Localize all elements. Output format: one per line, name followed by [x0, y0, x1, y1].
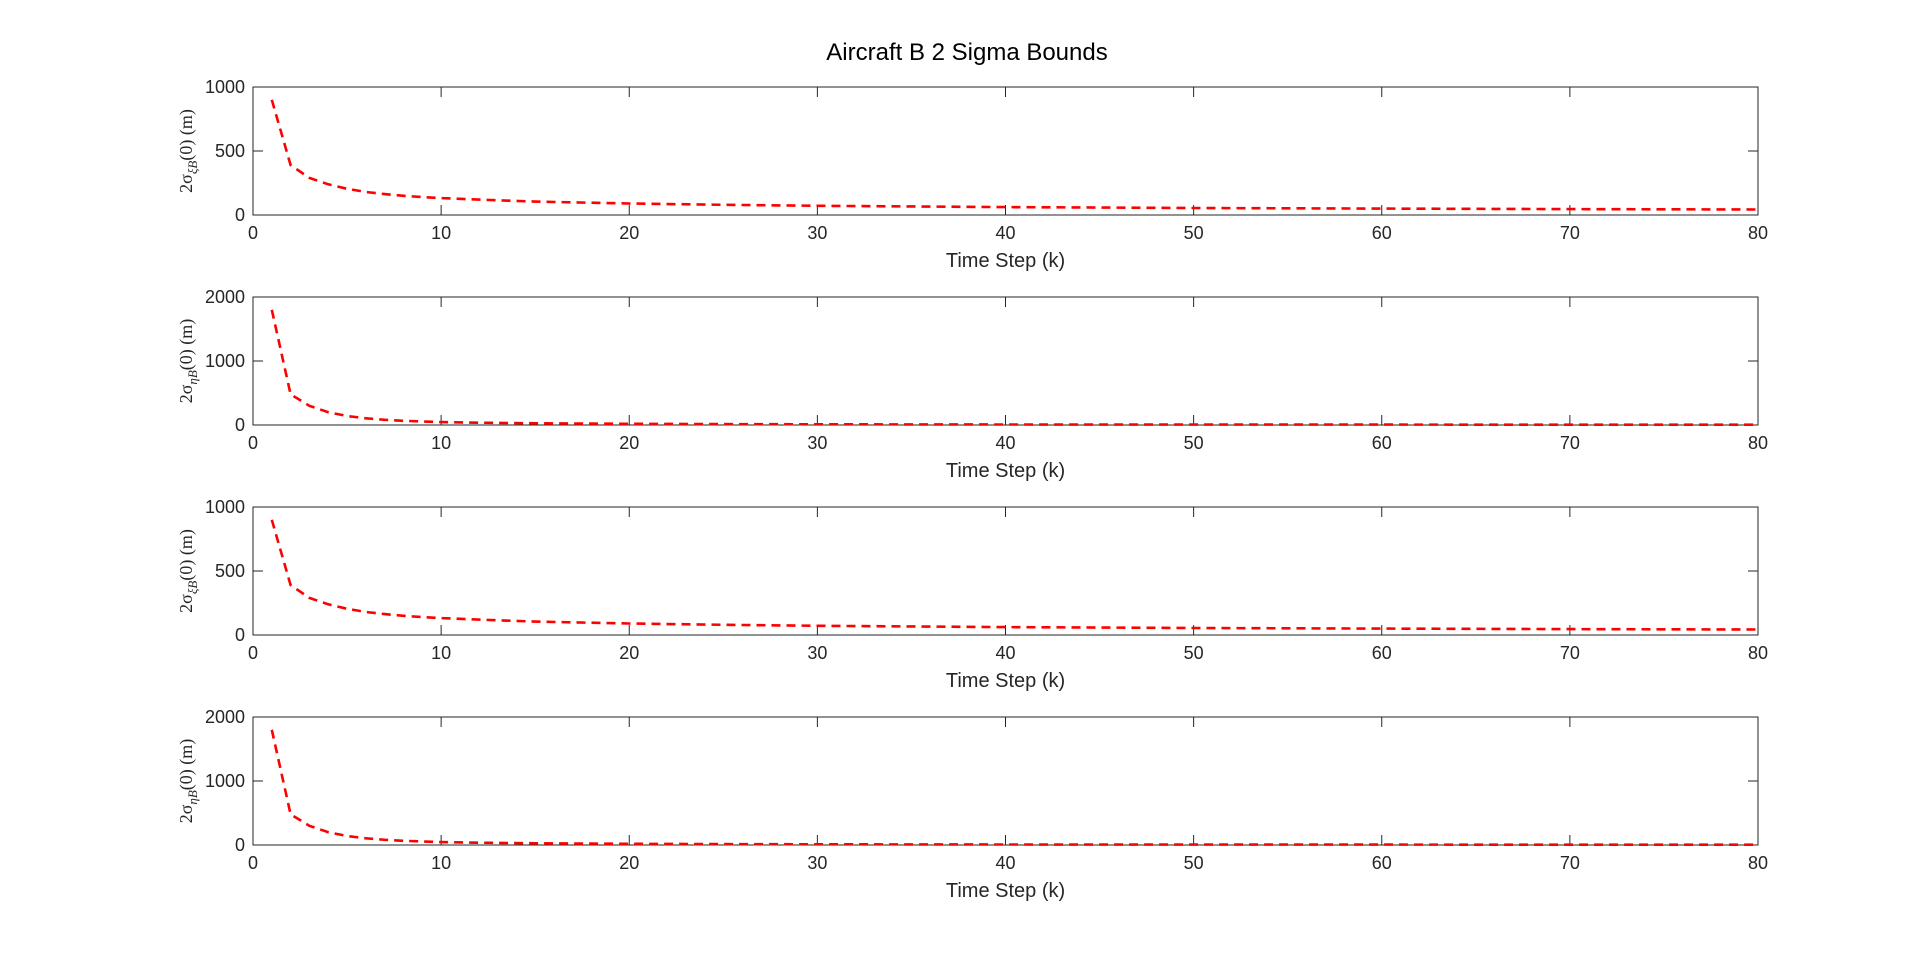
- x-tick-label: 20: [619, 223, 639, 243]
- x-tick-label: 20: [619, 643, 639, 663]
- y-axis-label-base: 2σ: [176, 384, 196, 403]
- y-tick-label: 0: [235, 205, 245, 225]
- x-tick-label: 40: [995, 433, 1015, 453]
- x-tick-label: 50: [1184, 643, 1204, 663]
- y-axis-label-suffix: (0) (m): [176, 109, 197, 160]
- x-tick-label: 10: [431, 223, 451, 243]
- series-line-1: [270, 729, 1758, 846]
- series-line-1: [270, 309, 1758, 426]
- x-tick-label: 30: [807, 643, 827, 663]
- y-tick-label: 500: [215, 141, 245, 161]
- x-tick-label: 80: [1748, 433, 1768, 453]
- series-line-1: [270, 99, 1759, 211]
- x-tick-label: 30: [807, 223, 827, 243]
- y-axis-label: 2σξB(0) (m): [176, 109, 200, 193]
- subplot-3: 0 10 20 30 40 50 60 70 80 0 500 1000 Time Step (k) 2σ…: [176, 497, 1768, 692]
- x-tick-label: 50: [1184, 433, 1204, 453]
- x-tick-label: 0: [248, 853, 258, 873]
- x-tick-label: 60: [1372, 643, 1392, 663]
- y-axis-label-base: 2σ: [176, 594, 196, 613]
- x-tick-label: 80: [1748, 853, 1768, 873]
- x-tick-label: 60: [1372, 223, 1392, 243]
- x-tick-label: 30: [807, 853, 827, 873]
- y-axis-label-suffix: (0) (m): [176, 529, 197, 580]
- y-axis-label-subscript: ηB: [185, 370, 200, 384]
- y-axis-label-subscript: ξB: [185, 161, 200, 175]
- subplot-2: 0 10 20 30 40 50 60 70 80 0 1000 2000 Time Step (k) 2…: [176, 287, 1768, 482]
- y-tick-label: 2000: [205, 707, 245, 727]
- y-axis-label-base: 2σ: [176, 804, 196, 823]
- x-tick-label: 60: [1372, 853, 1392, 873]
- x-axis-label: Time Step (k): [946, 880, 1065, 902]
- x-tick-label: 70: [1560, 643, 1580, 663]
- x-tick-label: 70: [1560, 223, 1580, 243]
- x-tick-label: 80: [1748, 643, 1768, 663]
- y-tick-label: 500: [215, 561, 245, 581]
- y-tick-label: 0: [235, 835, 245, 855]
- y-tick-label: 0: [235, 415, 245, 435]
- x-tick-label: 50: [1184, 853, 1204, 873]
- x-tick-label: 50: [1184, 223, 1204, 243]
- x-tick-label: 10: [431, 433, 451, 453]
- y-tick-label: 2000: [205, 287, 245, 307]
- x-tick-label: 0: [248, 433, 258, 453]
- y-tick-label: 1000: [205, 771, 245, 791]
- x-tick-label: 40: [995, 853, 1015, 873]
- subplot-4: 0 10 20 30 40 50 60 70 80 0 1000 2000 Time Step (k) 2…: [176, 707, 1768, 902]
- x-tick-label: 10: [431, 643, 451, 663]
- x-tick-label: 40: [995, 223, 1015, 243]
- x-tick-label: 20: [619, 433, 639, 453]
- y-axis-label-suffix: (0) (m): [176, 739, 197, 790]
- subplot-1: 0 10 20 30 40 50 60 70 80 0 500 1000 Time Step (k) 2σ…: [176, 77, 1768, 272]
- y-axis-label-base: 2σ: [176, 174, 196, 193]
- x-tick-label: 0: [248, 643, 258, 663]
- x-axis-label: Time Step (k): [946, 250, 1065, 272]
- x-tick-label: 30: [807, 433, 827, 453]
- y-axis-label: 2σηB(0) (m): [176, 319, 200, 404]
- x-tick-label: 10: [431, 853, 451, 873]
- x-tick-label: 20: [619, 853, 639, 873]
- series-line-1: [270, 519, 1759, 631]
- y-axis-label-suffix: (0) (m): [176, 319, 197, 370]
- y-tick-label: 0: [235, 625, 245, 645]
- x-tick-label: 70: [1560, 853, 1580, 873]
- y-tick-label: 1000: [205, 77, 245, 97]
- y-tick-label: 1000: [205, 497, 245, 517]
- figure-title: Aircraft B 2 Sigma Bounds: [826, 39, 1107, 66]
- y-axis-label: 2ση̇B(0) (m): [176, 739, 200, 824]
- x-tick-label: 0: [248, 223, 258, 243]
- y-axis-label-subscript: ξ̇B: [185, 581, 200, 595]
- x-tick-label: 40: [995, 643, 1015, 663]
- x-axis-label: Time Step (k): [946, 670, 1065, 692]
- x-tick-label: 70: [1560, 433, 1580, 453]
- x-tick-label: 60: [1372, 433, 1392, 453]
- y-axis-label-subscript: η̇B: [185, 790, 200, 804]
- x-tick-label: 80: [1748, 223, 1768, 243]
- x-axis-label: Time Step (k): [946, 460, 1065, 482]
- y-tick-label: 1000: [205, 351, 245, 371]
- y-axis-label: 2σξ̇B(0) (m): [176, 529, 200, 613]
